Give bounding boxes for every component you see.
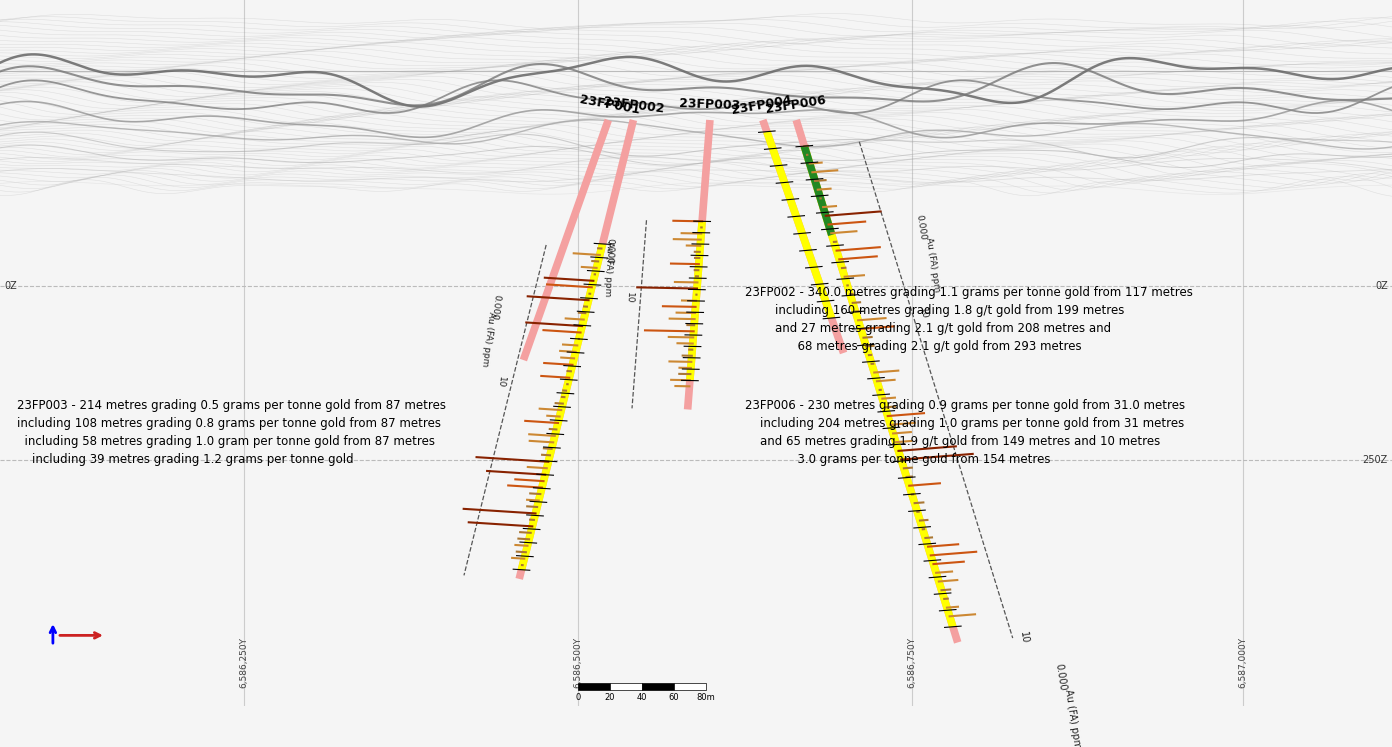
Text: 20: 20 — [604, 693, 615, 702]
Text: 23FP003 - 214 metres grading 0.5 grams per tonne gold from 87 metres
including 1: 23FP003 - 214 metres grading 0.5 grams p… — [17, 399, 445, 466]
Text: 23FP001: 23FP001 — [578, 93, 640, 117]
Bar — [642, 683, 674, 690]
Text: 80m: 80m — [696, 693, 715, 702]
Bar — [610, 683, 642, 690]
Bar — [674, 683, 706, 690]
Text: 0.000: 0.000 — [1052, 663, 1068, 692]
Text: 10: 10 — [1018, 630, 1030, 644]
Text: 23FP002 - 340.0 metres grading 1.1 grams per tonne gold from 117 metres
        : 23FP002 - 340.0 metres grading 1.1 grams… — [745, 286, 1193, 353]
Text: 0.000: 0.000 — [490, 294, 501, 320]
Text: 23FP002: 23FP002 — [603, 95, 665, 115]
Text: 23FP006: 23FP006 — [764, 94, 827, 117]
Text: 250Z: 250Z — [1363, 456, 1388, 465]
Text: 40: 40 — [636, 693, 647, 702]
Text: 23FP004: 23FP004 — [731, 93, 793, 117]
Text: Au (FA) ppm: Au (FA) ppm — [1063, 689, 1083, 747]
Text: 23FP003: 23FP003 — [679, 97, 741, 113]
Text: 0: 0 — [575, 693, 580, 702]
Text: 60: 60 — [668, 693, 679, 702]
Text: 0Z: 0Z — [4, 281, 17, 291]
Text: 10: 10 — [919, 307, 928, 320]
Text: Au (FA) ppm: Au (FA) ppm — [924, 236, 941, 292]
Text: 6,586,500Y: 6,586,500Y — [574, 637, 582, 688]
Text: Au (FA) ppm: Au (FA) ppm — [603, 241, 614, 297]
Text: 10: 10 — [625, 292, 635, 304]
Text: 6,586,250Y: 6,586,250Y — [239, 637, 248, 688]
Text: Au (FA) ppm: Au (FA) ppm — [480, 311, 496, 367]
Text: 0Z: 0Z — [1375, 281, 1388, 291]
Text: 0.000: 0.000 — [915, 214, 927, 241]
Text: 6,586,750Y: 6,586,750Y — [908, 637, 916, 688]
Bar — [578, 683, 610, 690]
Text: 10: 10 — [496, 376, 507, 388]
Text: 0.000: 0.000 — [604, 238, 614, 264]
Text: 6,587,000Y: 6,587,000Y — [1239, 637, 1247, 688]
Text: 23FP006 - 230 metres grading 0.9 grams per tonne gold from 31.0 metres
    inclu: 23FP006 - 230 metres grading 0.9 grams p… — [745, 399, 1185, 466]
